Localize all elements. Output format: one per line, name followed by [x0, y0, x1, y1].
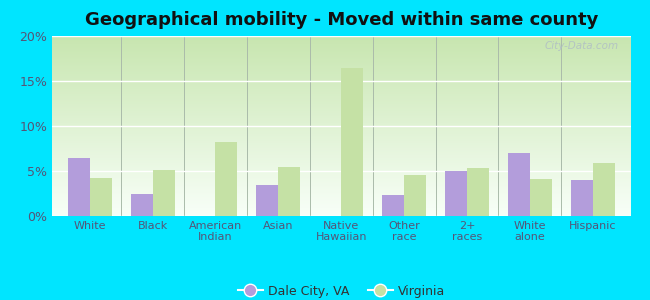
Bar	[593, 163, 615, 216]
Bar	[404, 175, 426, 216]
Bar	[341, 68, 363, 216]
Bar	[467, 168, 489, 216]
Bar	[382, 195, 404, 216]
Bar	[445, 171, 467, 216]
Bar	[216, 142, 237, 216]
Bar	[530, 179, 552, 216]
Bar	[90, 178, 112, 216]
Bar	[153, 170, 175, 216]
Bar	[508, 153, 530, 216]
Bar	[256, 184, 278, 216]
Title: Geographical mobility - Moved within same county: Geographical mobility - Moved within sam…	[84, 11, 598, 29]
Legend: Dale City, VA, Virginia: Dale City, VA, Virginia	[233, 280, 450, 300]
Text: City-Data.com: City-Data.com	[545, 41, 619, 51]
Bar	[68, 158, 90, 216]
Bar	[131, 194, 153, 216]
Bar	[278, 167, 300, 216]
Bar	[571, 180, 593, 216]
